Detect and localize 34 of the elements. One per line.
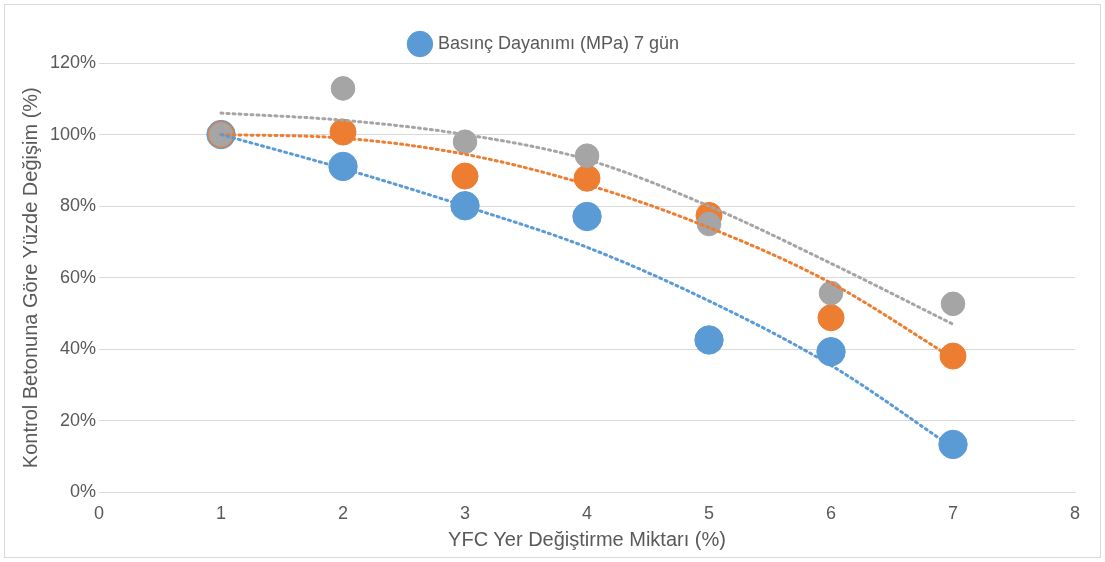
point: [450, 191, 480, 221]
y-tick-label: 20%: [60, 409, 97, 430]
point: [328, 151, 358, 182]
x-tick-label: 1: [216, 503, 227, 524]
point: [694, 325, 724, 355]
point: [574, 143, 600, 168]
x-tick-label: 5: [704, 503, 715, 524]
point: [452, 129, 478, 155]
point: [572, 201, 602, 232]
line-series: [219, 111, 955, 326]
x-tick-label: 7: [948, 503, 959, 524]
point: [939, 342, 967, 370]
y-tick-label: 80%: [60, 195, 97, 216]
point: [938, 429, 968, 460]
point: [817, 304, 845, 332]
x-tick-label: 4: [582, 503, 593, 524]
y-tick-label: 0%: [70, 481, 97, 502]
x-tick-label: 2: [338, 503, 349, 524]
point: [451, 162, 479, 190]
y-tick-label: 60%: [60, 266, 97, 287]
x-tick-label: 3: [460, 503, 471, 524]
legend-label: Basınç Dayanımı (MPa) 7 gün: [437, 32, 680, 53]
point: [816, 337, 846, 367]
x-axis-title: YFC Yer Değiştirme Miktarı (%): [448, 527, 726, 550]
y-tick-label: 120%: [49, 51, 97, 72]
x-tick-label: 6: [826, 503, 837, 524]
point: [330, 76, 356, 101]
x-tick-label: 0: [94, 503, 105, 524]
y-axis-title: Kontrol Betonuna Göre Yüzde Değişim (%): [18, 87, 41, 469]
y-tick-label: 40%: [60, 338, 97, 359]
x-tick-label: 8: [1069, 503, 1081, 524]
point: [818, 280, 844, 306]
y-tick-label: 100%: [49, 123, 97, 144]
point: [940, 291, 966, 317]
